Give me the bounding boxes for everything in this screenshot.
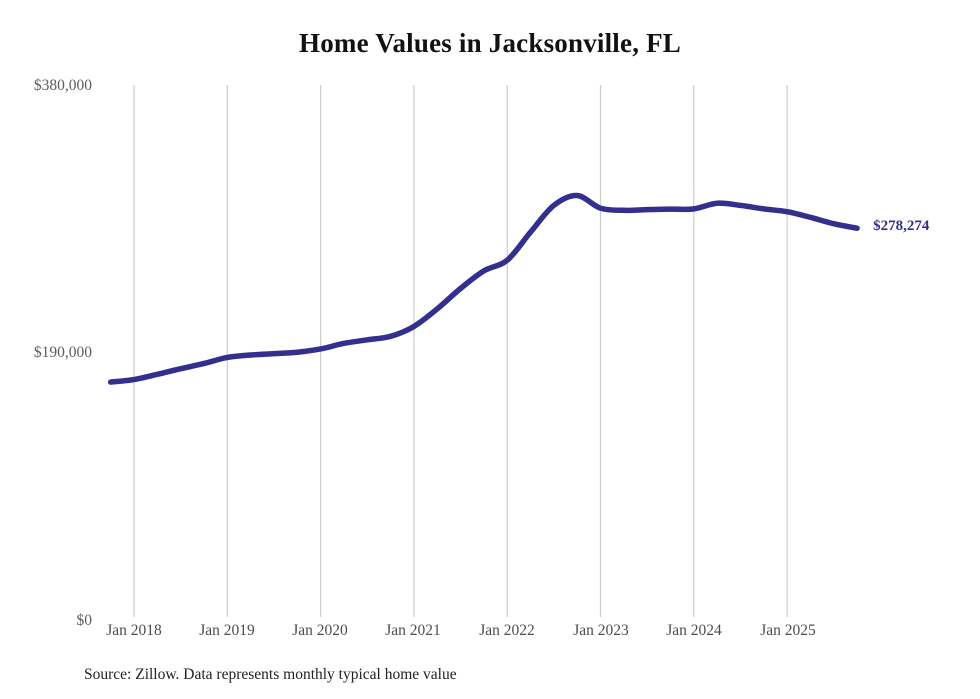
y-axis-tick-label-0: $0 xyxy=(76,612,93,629)
chart-title: Home Values in Jacksonville, FL xyxy=(299,28,681,58)
x-axis-tick-label-jan-2019: Jan 2019 xyxy=(199,622,255,639)
value-line-series xyxy=(107,192,860,385)
y-axis-tick-label-190000: $190,000 xyxy=(33,344,92,361)
x-axis-tick-label-jan-2025: Jan 2025 xyxy=(760,622,816,639)
source-note: Source: Zillow. Data represents monthly … xyxy=(84,666,457,683)
y-axis-tick-label-380000: $380,000 xyxy=(33,77,92,94)
end-value-label: $278,274 xyxy=(873,218,930,235)
x-axis-tick-label-jan-2021: Jan 2021 xyxy=(385,622,441,639)
x-axis-tick-label-jan-2020: Jan 2020 xyxy=(292,622,348,639)
x-axis-tick-label-jan-2018: Jan 2018 xyxy=(106,622,162,639)
x-axis-tick-label-jan-2024: Jan 2024 xyxy=(666,622,722,639)
vertical-gridlines xyxy=(133,85,788,617)
x-axis-tick-label-jan-2023: Jan 2023 xyxy=(573,622,629,639)
x-axis-tick-label-jan-2022: Jan 2022 xyxy=(479,622,535,639)
